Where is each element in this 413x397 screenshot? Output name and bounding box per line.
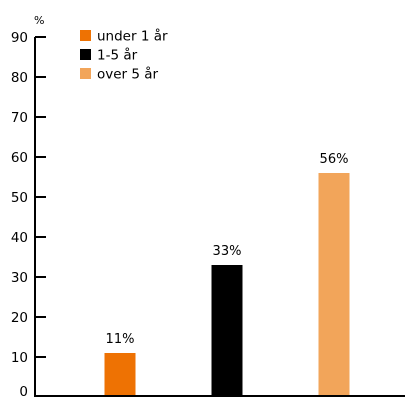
bar-3 — [318, 173, 350, 395]
y-axis: 0 10 20 30 40 50 60 70 80 90 — [11, 30, 46, 397]
bar-1 — [104, 353, 136, 395]
legend-label-1: under 1 år — [97, 28, 168, 45]
legend-label-2: 1-5 år — [97, 47, 138, 64]
legend-swatch-1 — [80, 30, 91, 41]
y-tick-label: 10 — [11, 350, 28, 366]
data-label-3: 56% — [320, 152, 349, 167]
y-tick-label: 30 — [11, 270, 28, 286]
bars — [104, 173, 350, 395]
y-axis-unit-label: % — [34, 14, 44, 27]
y-tick-label: 70 — [11, 110, 28, 126]
y-tick-label: 80 — [11, 70, 28, 86]
legend-label-3: over 5 år — [97, 66, 159, 83]
y-tick-label: 90 — [11, 30, 28, 46]
y-tick-label: 0 — [19, 384, 28, 397]
bar-2 — [211, 265, 243, 395]
y-tick-label: 50 — [11, 190, 28, 206]
data-label-1: 11% — [106, 332, 135, 347]
legend: under 1 år 1-5 år over 5 år — [80, 28, 168, 83]
data-label-2: 33% — [213, 244, 242, 259]
data-labels: 11% 33% 56% — [106, 152, 349, 347]
y-tick-label: 20 — [11, 310, 28, 326]
legend-swatch-3 — [80, 68, 91, 79]
y-tick-label: 60 — [11, 150, 28, 166]
legend-swatch-2 — [80, 49, 91, 60]
y-tick-label: 40 — [11, 230, 28, 246]
